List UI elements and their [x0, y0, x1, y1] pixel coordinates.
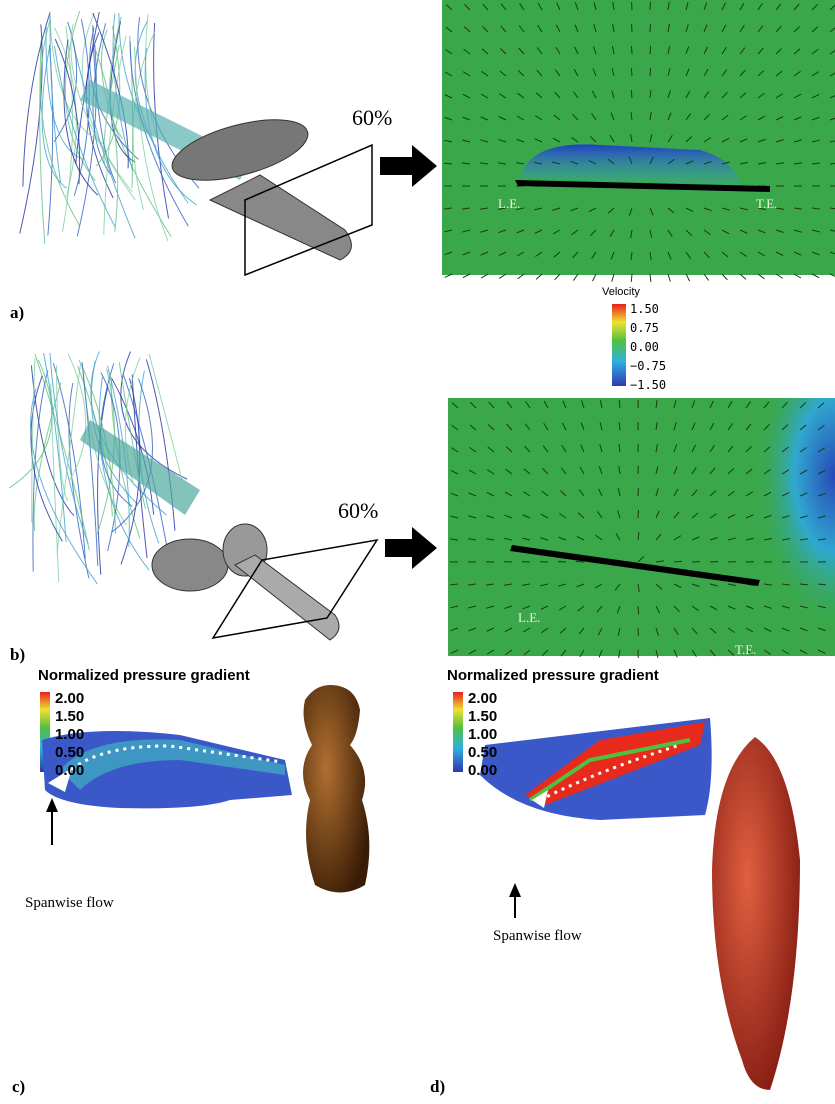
vector [612, 274, 614, 282]
streamline [146, 359, 175, 530]
legend-tick: 2.00 [55, 690, 84, 707]
legend-tick: 0.00 [468, 762, 497, 779]
streamline [54, 28, 76, 198]
arrow [380, 145, 437, 187]
vector [686, 274, 690, 281]
panel-title: Normalized pressure gradient [447, 667, 659, 684]
streamline [42, 47, 66, 188]
panel-label: c) [12, 1077, 25, 1096]
body [712, 737, 800, 1090]
arrowhead [46, 798, 58, 812]
legend-tick: 1.50 [630, 302, 659, 316]
trailing-edge-label: T.E. [735, 642, 756, 657]
arrowhead [509, 883, 521, 897]
vector [631, 274, 632, 282]
leading-edge-label: L.E. [518, 610, 540, 625]
annotation: Spanwise flow [25, 895, 114, 911]
leading-edge-label: L.E. [498, 196, 520, 211]
legend-tick: 2.00 [468, 690, 497, 707]
legend-tick: 1.00 [55, 726, 84, 743]
velocity-field [442, 0, 835, 275]
legend-tick: −1.50 [630, 378, 666, 392]
streamline [20, 24, 42, 233]
vector [631, 68, 632, 76]
body [303, 685, 369, 893]
streamline [69, 383, 89, 578]
figure: 60% L.E. T.E. a) Velocity 60% L.E. T.E. … [0, 0, 835, 1104]
vector [650, 24, 651, 32]
legend-title: Velocity [602, 286, 640, 298]
low-velocity-region [700, 398, 835, 656]
trailing-edge-label: T.E. [756, 196, 777, 211]
vector [592, 274, 596, 281]
streamline [48, 45, 53, 235]
colorbar [453, 692, 463, 772]
plane-label: 60% [338, 498, 378, 523]
colorbar [612, 304, 626, 386]
legend-tick: 0.00 [55, 762, 84, 779]
vector [668, 274, 670, 282]
annotation: Spanwise flow [493, 928, 582, 944]
vector [674, 561, 682, 562]
vector [638, 510, 639, 518]
panel-label: a) [10, 303, 24, 322]
legend-tick: 0.50 [468, 744, 497, 761]
legend-tick: 1.50 [55, 708, 84, 725]
legend-tick: 0.00 [630, 340, 659, 354]
vector [650, 46, 651, 54]
panel-label: b) [10, 645, 25, 664]
legend-tick: −0.75 [630, 359, 666, 373]
panel-label: d) [430, 1077, 445, 1096]
vector [638, 606, 639, 614]
legend-tick: 0.75 [630, 321, 659, 335]
legend-tick: 1.00 [468, 726, 497, 743]
panel-title: Normalized pressure gradient [38, 667, 250, 684]
streamline [77, 45, 96, 236]
vector [650, 274, 651, 282]
insect-model [80, 80, 372, 275]
legend-tick: 0.50 [55, 744, 84, 761]
plane-label: 60% [352, 105, 392, 130]
streamline [110, 21, 135, 162]
insect-model [80, 420, 377, 640]
arrow [385, 527, 437, 569]
legend-tick: 1.50 [468, 708, 497, 725]
